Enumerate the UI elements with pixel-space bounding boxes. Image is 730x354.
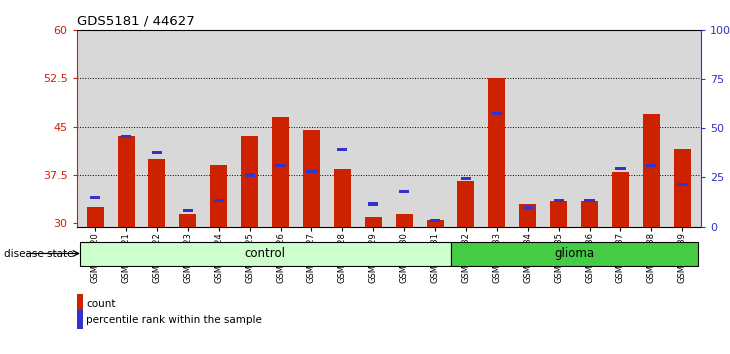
Bar — [581, 201, 598, 227]
Bar — [148, 159, 166, 227]
Bar — [550, 201, 567, 227]
Bar — [272, 117, 289, 227]
Bar — [307, 170, 317, 173]
FancyBboxPatch shape — [450, 242, 698, 266]
Bar — [674, 149, 691, 227]
Bar — [334, 169, 351, 227]
Bar — [643, 114, 660, 227]
Bar — [646, 164, 656, 167]
FancyBboxPatch shape — [80, 242, 450, 266]
Text: percentile rank within the sample: percentile rank within the sample — [86, 315, 262, 325]
Text: disease state: disease state — [4, 249, 73, 259]
Bar — [430, 218, 440, 222]
Bar — [87, 207, 104, 227]
Bar — [399, 189, 410, 193]
Bar — [612, 172, 629, 227]
Text: control: control — [245, 247, 285, 260]
Bar — [121, 135, 131, 138]
Bar — [118, 136, 134, 227]
Bar — [214, 199, 224, 202]
Bar — [337, 148, 347, 151]
Bar — [615, 167, 626, 170]
Text: GDS5181 / 44627: GDS5181 / 44627 — [77, 14, 194, 27]
Bar — [245, 173, 255, 177]
Text: glioma: glioma — [554, 247, 594, 260]
Bar — [461, 177, 471, 180]
Bar — [458, 182, 474, 227]
Bar — [275, 164, 285, 167]
Bar — [90, 196, 100, 199]
Bar — [523, 206, 533, 209]
Bar — [492, 112, 502, 115]
Bar — [396, 214, 412, 227]
Bar — [368, 202, 378, 206]
Bar — [426, 220, 444, 227]
Bar — [182, 209, 193, 212]
Bar — [553, 199, 564, 202]
Text: count: count — [86, 299, 116, 309]
Bar — [677, 183, 688, 186]
Bar — [365, 217, 382, 227]
Bar — [488, 78, 505, 227]
Bar — [180, 214, 196, 227]
Bar — [210, 165, 227, 227]
Bar — [585, 199, 595, 202]
Bar — [519, 204, 537, 227]
Bar — [152, 151, 162, 154]
Bar — [241, 136, 258, 227]
Bar — [303, 130, 320, 227]
